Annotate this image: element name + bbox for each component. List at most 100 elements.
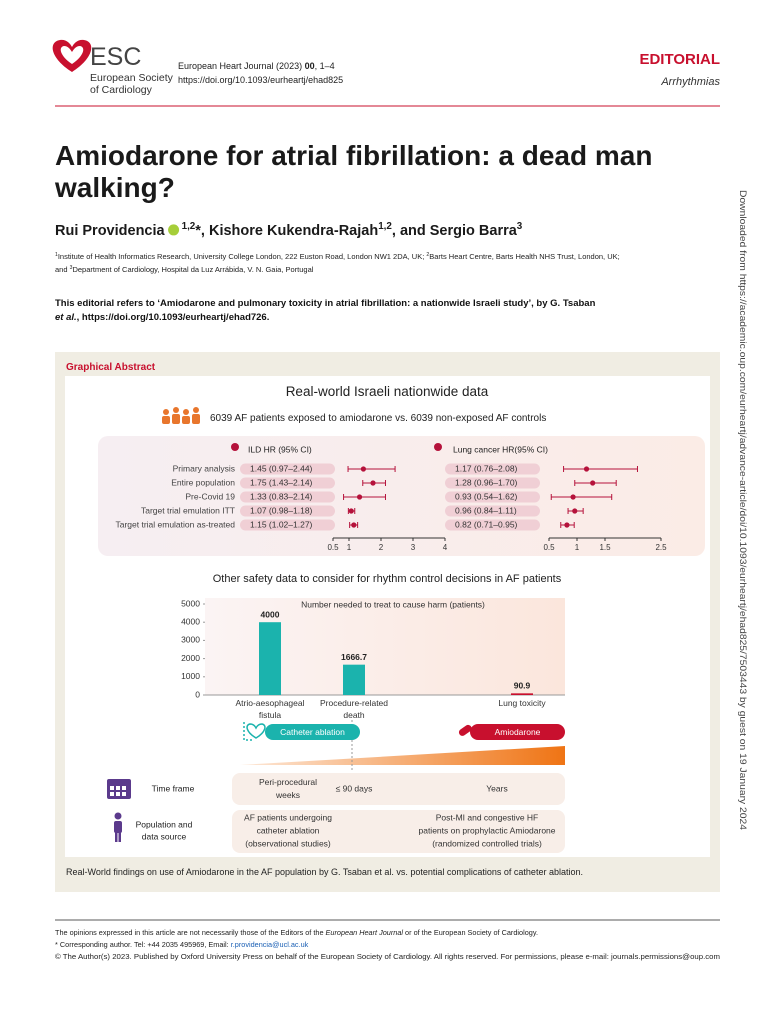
esc-logo (52, 39, 92, 72)
title: Amiodarone for atrial fibrillation: a de… (55, 140, 652, 171)
text-span: European Heart Journal (326, 928, 404, 937)
ci-pill (445, 491, 540, 503)
affiliation: 1Institute of Health Informatics Researc… (55, 252, 620, 261)
ci-label: 1.07 (0.98–1.18) (250, 505, 313, 515)
hr-point (570, 494, 576, 500)
ci-label: 1.75 (1.43–2.14) (250, 477, 313, 487)
ci-pill (445, 505, 540, 517)
text-span: European Heart Journal (2023) (178, 61, 305, 71)
ablation-icon (243, 722, 266, 741)
text-span: 1 (55, 252, 58, 258)
text-span: 2 (426, 252, 429, 258)
x-tick-label: 4 (443, 543, 448, 552)
x-tick-label: Atrio-aesophageal fistula (235, 698, 305, 720)
x-tick-label: 1.5 (599, 543, 611, 552)
timeframe-box (232, 773, 565, 805)
panel-header: Lung cancer HR(95% CI) (453, 444, 548, 454)
row-label: Target trial emulation as-treated (115, 519, 235, 529)
text-span: 1,2 (378, 221, 392, 232)
cell-text: (observational studies) (245, 838, 331, 848)
cohort-text: 6039 AF patients exposed to amiodarone v… (210, 413, 546, 424)
ci-label: 1.17 (0.76–2.08) (455, 463, 518, 473)
ci-label: 1.15 (1.02–1.27) (250, 519, 313, 529)
text-span: 3 (517, 221, 523, 232)
doi: https://doi.org/10.1093/eurheartj/ehad82… (178, 75, 343, 85)
hr-point (360, 466, 366, 472)
subsection: Arrhythmias (660, 76, 720, 88)
treatment-label: Catheter ablation (280, 727, 345, 737)
society-name: of Cardiology (90, 84, 153, 96)
population-box (232, 810, 565, 853)
ci-pill (240, 519, 335, 531)
logo-text: ESC (90, 43, 141, 71)
people-icon (162, 407, 200, 424)
ci-label: 1.28 (0.96–1.70) (455, 477, 518, 487)
y-tick-label: 1000 (181, 671, 200, 681)
x-tick-label: 0.5 (327, 543, 339, 552)
y-tick-label: 0 (195, 689, 200, 699)
x-tick-label: 0.5 (543, 543, 555, 552)
editorial-reference: This editorial refers to ‘Amiodarone and… (55, 298, 596, 309)
row-label: Target trial emulation ITT (141, 505, 235, 515)
text-span: Institute of Health Informatics Research… (58, 252, 427, 261)
x-tick-label: Procedure-related death (319, 698, 389, 720)
cell-text: weeks (275, 790, 300, 800)
ci-pill (240, 477, 335, 489)
x-tick-label: 2 (379, 543, 384, 552)
cell-text: catheter ablation (257, 825, 320, 835)
text-span: 3 (70, 265, 73, 271)
hr-point (572, 508, 578, 514)
text-span: or of the European Society of Cardiology… (403, 928, 538, 937)
x-tick-label: 3 (411, 543, 416, 552)
row-label: Primary analysis (173, 463, 235, 473)
ci-label: 0.96 (0.84–1.11) (455, 505, 517, 515)
pill-icon (458, 724, 472, 736)
text-span: , https://doi.org/10.1093/eurheartj/ehad… (77, 312, 270, 323)
ci-pill (240, 491, 335, 503)
hr-point (348, 508, 354, 514)
text-span: *, Kishore Kukendra-Rajah (195, 223, 378, 239)
abstract-heading: Real-world Israeli nationwide data (286, 384, 489, 399)
hr-point (356, 494, 363, 500)
treatment-pill (470, 724, 565, 740)
ci-label: 0.93 (0.54–1.62) (455, 491, 518, 501)
treatment-label: Amiodarone (495, 727, 541, 737)
section: EDITORIAL (639, 51, 720, 68)
text-span: 00 (305, 61, 315, 71)
text-span: Barts Heart Centre, Barts Health NHS Tru… (429, 252, 620, 261)
value-label: 4000 (261, 609, 280, 619)
ci-pill (240, 505, 335, 517)
footer-note: * Corresponding author. Tel: +44 2035 49… (55, 940, 309, 949)
text-span: and (55, 265, 70, 274)
cell-text: Years (486, 783, 507, 793)
row-label: Entire population (171, 477, 235, 487)
abstract-label: Graphical Abstract (66, 362, 156, 373)
text-span: , and Sergio Barra (392, 223, 518, 239)
value-label: 1666.7 (341, 652, 367, 662)
caption: Real-World findings on use of Amiodarone… (66, 867, 583, 877)
time-wedge (240, 746, 565, 765)
text-span: © The Author(s) 2023. Published by Oxfor… (55, 952, 720, 961)
x-tick-label: 1 (347, 543, 352, 552)
title: walking? (54, 172, 175, 203)
y-tick-label: 2000 (181, 653, 200, 663)
footer-note: The opinions expressed in this article a… (55, 928, 538, 937)
cell-text: AF patients undergoing (244, 812, 332, 822)
value-label: 90.9 (514, 681, 531, 691)
download-note: Downloaded from https://academic.oup.com… (738, 190, 748, 830)
person-icon (114, 812, 122, 842)
panel-icon (231, 443, 239, 451)
editorial-reference: et al., https://doi.org/10.1093/eurheart… (55, 312, 269, 323)
ci-pill (445, 463, 540, 475)
text-span: r.providencia@ucl.ac.uk (231, 940, 309, 949)
safety-heading: Other safety data to consider for rhythm… (213, 573, 562, 585)
society-name: European Society (90, 72, 174, 84)
x-tick-label: 1 (575, 543, 580, 552)
cell-text: Peri-procedural (259, 777, 317, 787)
text-span: Rui Providencia (55, 223, 166, 239)
ci-label: 1.33 (0.83–2.14) (250, 491, 313, 501)
bar (511, 693, 533, 695)
text-span: et al. (55, 312, 77, 323)
